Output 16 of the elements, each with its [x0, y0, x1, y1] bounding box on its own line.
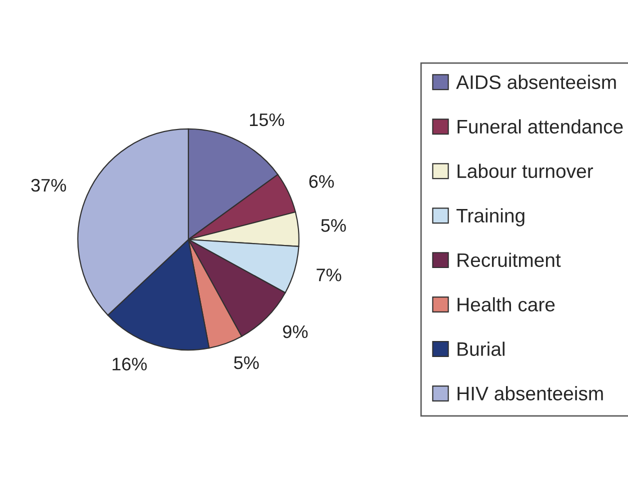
- legend-label: Labour turnover: [458, 164, 594, 178]
- legend-label: HIV absenteeism: [458, 386, 603, 400]
- data-label: 5%: [321, 219, 346, 232]
- data-label: 6%: [309, 175, 334, 188]
- data-label: 7%: [316, 268, 342, 282]
- legend-label: Health care: [458, 297, 555, 312]
- data-label: 5%: [234, 356, 259, 370]
- legend-label: AIDS absenteeism: [456, 74, 616, 90]
- legend-label: Burial: [458, 342, 504, 356]
- data-label: 15%: [250, 113, 284, 126]
- data-label: 37%: [31, 178, 66, 192]
- legend-label: Funeral attendance: [458, 119, 623, 134]
- data-label: 16%: [112, 358, 147, 370]
- legend-label: Recruitment: [458, 252, 561, 268]
- legend-label: Training: [456, 208, 524, 226]
- data-label: 9%: [283, 325, 308, 338]
